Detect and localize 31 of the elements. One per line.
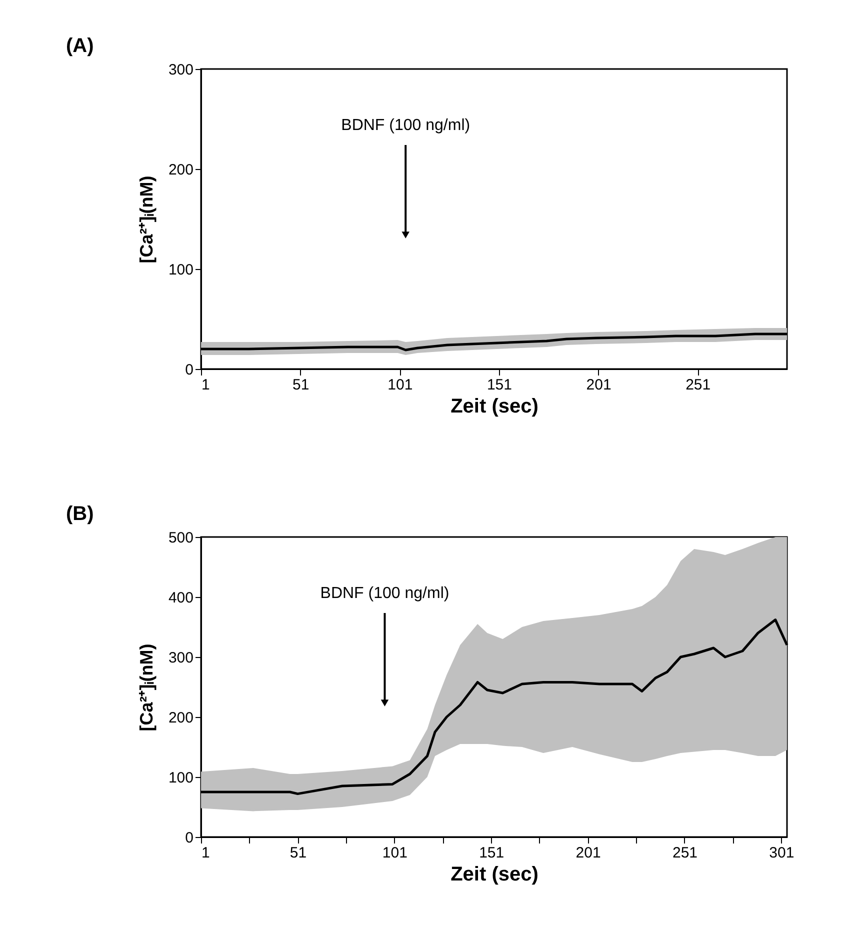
x-tick-label: 301 [769,844,794,862]
x-tick-label: 251 [672,844,698,862]
x-tick-label: 51 [290,844,307,862]
y-tick-label: 0 [185,830,194,846]
chart-title: (A) [66,35,94,57]
x-tick-label: 201 [586,376,612,394]
y-tick-label: 200 [168,162,194,178]
x-axis-title: Zeit (sec) [450,864,538,886]
y-axis-title: [Ca²⁺]ᵢ(nM) [136,644,156,732]
y-tick-label: 400 [168,590,194,606]
x-tick-label: 251 [686,376,711,394]
y-tick-label: 300 [168,62,194,78]
y-tick-label: 500 [168,530,194,546]
x-tick-label: 101 [388,376,413,394]
x-tick-label: 151 [479,844,504,862]
ref-line-label: BDNF (100 ng/ml) [320,585,450,602]
y-tick-label: 300 [168,650,194,666]
ref-line-label: BDNF (100 ng/ml) [341,117,470,134]
y-tick-label: 100 [168,770,194,786]
x-tick-label: 201 [576,844,601,862]
x-tick-label: 51 [292,376,310,394]
chart-title: (B) [66,503,94,525]
y-axis-title: [Ca²⁺]ᵢ(nM) [136,176,156,264]
x-tick-label: 101 [382,844,408,862]
y-tick-label: 100 [168,262,194,278]
x-tick-label: 1 [202,844,210,862]
x-axis-title: Zeit (sec) [450,396,538,418]
y-tick-label: 0 [185,362,194,378]
y-tick-label: 200 [168,710,194,726]
x-tick-label: 1 [202,376,210,394]
x-tick-label: 151 [486,376,512,394]
